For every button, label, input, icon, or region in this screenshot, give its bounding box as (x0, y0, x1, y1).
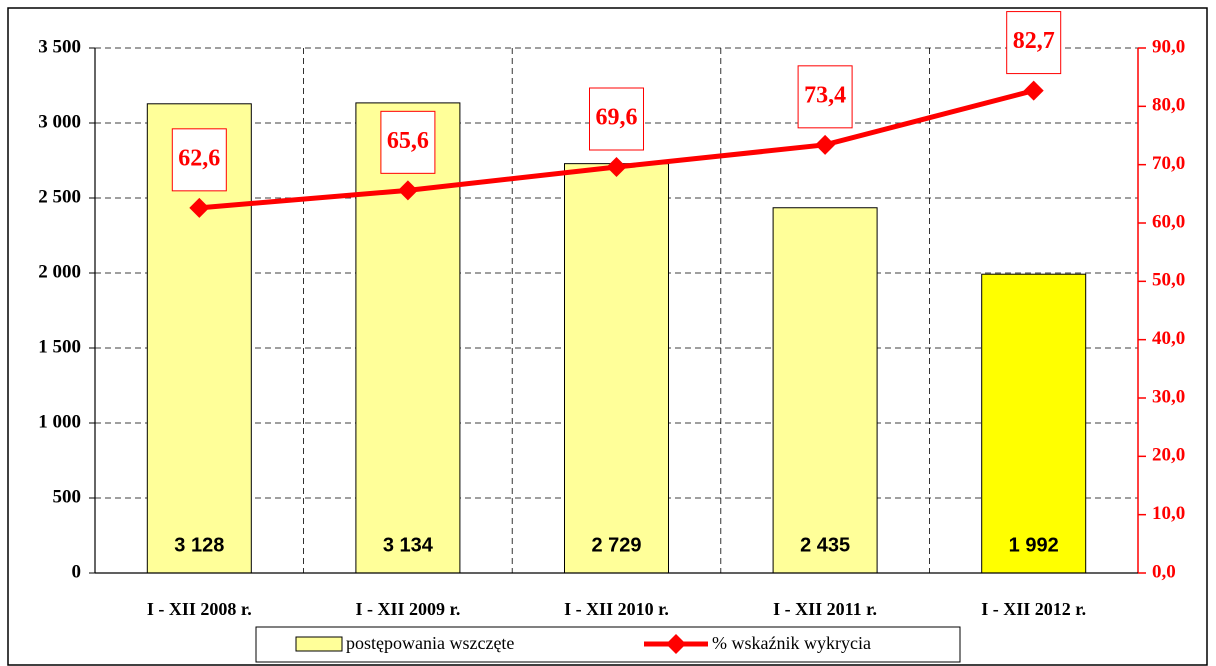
legend-label: % wskaźnik wykrycia (712, 633, 871, 653)
value-label-box (797, 65, 853, 129)
y-tick-label: 1 000 (38, 411, 81, 432)
line-marker (606, 157, 627, 177)
bar-value-label: 1 992 (1009, 534, 1059, 556)
legend-marker (666, 634, 686, 654)
bar-value-label: 2 729 (591, 534, 641, 556)
chart-border (7, 7, 1208, 666)
bar (564, 163, 669, 574)
value-label-box (589, 87, 644, 151)
y-tick-label: 3 000 (38, 111, 81, 132)
line-value-label: 73,4 (804, 82, 846, 108)
y2-tick-label: 0,0 (1152, 561, 1176, 582)
y2-tick-label: 40,0 (1152, 328, 1185, 349)
y2-tick-label: 10,0 (1152, 503, 1185, 524)
line-marker (397, 180, 418, 201)
legend (255, 626, 961, 663)
y2-tick-label: 80,0 (1152, 95, 1185, 116)
x-tick-label: I - XII 2009 r. (355, 599, 460, 619)
value-label-box (380, 110, 436, 174)
x-tick-label: I - XII 2008 r. (147, 599, 252, 619)
legend-swatch (295, 636, 343, 652)
line-value-label: 65,6 (387, 128, 429, 154)
line-marker (1023, 80, 1044, 101)
line-marker (189, 197, 210, 218)
legend-label: postępowania wszczęte (346, 633, 514, 653)
line-value-label: 62,6 (178, 145, 220, 171)
y2-tick-label: 50,0 (1152, 270, 1185, 291)
y2-tick-label: 30,0 (1152, 386, 1185, 407)
y2-tick-label: 60,0 (1152, 211, 1185, 232)
y2-tick-label: 90,0 (1152, 36, 1185, 57)
y-tick-label: 500 (53, 486, 82, 507)
bar-value-label: 3 128 (174, 534, 224, 556)
line-marker (815, 134, 836, 155)
line-value-label: 82,7 (1013, 28, 1055, 54)
bar (772, 207, 878, 574)
y2-tick-label: 70,0 (1152, 153, 1185, 174)
x-tick-label: I - XII 2012 r. (981, 599, 1086, 619)
y-tick-label: 0 (72, 561, 82, 582)
bar-value-label: 2 435 (800, 534, 850, 556)
y-tick-label: 1 500 (38, 336, 81, 357)
bar-value-label: 3 134 (383, 534, 434, 556)
bar (981, 273, 1087, 574)
x-tick-label: I - XII 2011 r. (773, 599, 877, 619)
y-tick-label: 2 000 (38, 261, 81, 282)
line-value-label: 69,6 (596, 105, 638, 131)
value-label-box (171, 128, 227, 192)
y-tick-label: 2 500 (38, 186, 81, 207)
y-tick-label: 3 500 (38, 36, 81, 57)
y2-tick-label: 20,0 (1152, 445, 1185, 466)
x-tick-label: I - XII 2010 r. (564, 599, 669, 619)
value-label-box (1006, 11, 1062, 75)
